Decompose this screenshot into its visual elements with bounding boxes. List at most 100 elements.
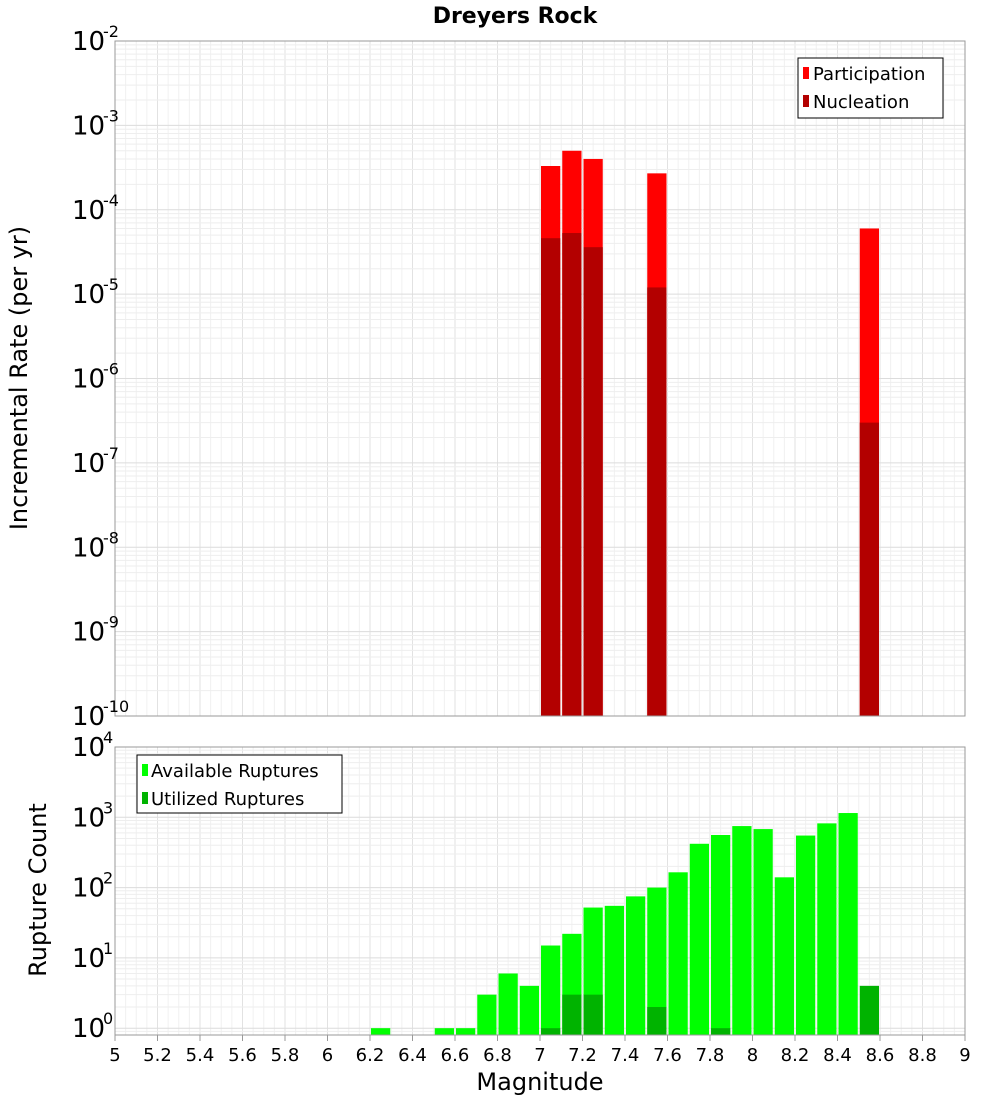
bottom-y-tick: 101 <box>72 939 113 974</box>
tick-exponent: -7 <box>103 444 119 463</box>
bottom-bar-b <box>541 1028 561 1035</box>
top-y-tick: 10-5 <box>72 275 119 310</box>
legend-swatch-available <box>142 764 148 776</box>
tick-exponent: -6 <box>103 360 119 379</box>
x-tick-label: 6.6 <box>441 1045 470 1066</box>
bottom-bar-b <box>859 985 879 1035</box>
top-bar-b <box>541 238 561 716</box>
tick-base: 10 <box>72 618 105 648</box>
top-bar-b <box>647 287 667 716</box>
x-tick-label: 8.8 <box>908 1045 937 1066</box>
bottom-y-axis-label: Rupture Count <box>24 803 52 977</box>
bottom-y-tick: 103 <box>72 798 113 833</box>
bottom-bar-a <box>434 1028 454 1035</box>
bottom-bar-a <box>711 834 731 1035</box>
bottom-bar-a <box>796 835 816 1035</box>
bottom-bar-a <box>604 905 624 1035</box>
top-y-tick: 10-7 <box>72 444 119 479</box>
top-y-tick: 10-3 <box>72 106 119 141</box>
tick-base: 10 <box>72 111 105 141</box>
x-tick-label: 5.2 <box>143 1045 172 1066</box>
x-tick-label: 8.6 <box>866 1045 895 1066</box>
x-tick-label: 7.4 <box>611 1045 640 1066</box>
bottom-bar-a <box>668 872 688 1035</box>
x-tick-label: 9 <box>959 1045 970 1066</box>
tick-exponent: -2 <box>103 22 119 41</box>
legend-label-participation: Participation <box>813 64 925 85</box>
tick-exponent: -10 <box>103 697 129 716</box>
x-tick-label: 5 <box>109 1045 120 1066</box>
legend-label-nucleation: Nucleation <box>813 92 909 113</box>
top-bar-b <box>562 233 582 716</box>
tick-exponent: 3 <box>103 798 113 817</box>
top-y-tick: 10-4 <box>72 191 119 226</box>
bottom-bar-a <box>626 896 646 1035</box>
bottom-bar-a <box>541 945 561 1035</box>
tick-exponent: -8 <box>103 528 119 547</box>
legend-label-utilized: Utilized Ruptures <box>151 789 304 810</box>
x-tick-label: 7.8 <box>696 1045 725 1066</box>
tick-exponent: -5 <box>103 275 119 294</box>
tick-base: 10 <box>72 803 105 833</box>
bottom-bar-b <box>711 1028 731 1035</box>
x-tick-label: 7 <box>534 1045 545 1066</box>
bottom-bar-a <box>371 1028 391 1035</box>
top-y-tick: 10-9 <box>72 613 119 648</box>
tick-base: 10 <box>72 874 105 904</box>
tick-base: 10 <box>72 733 105 763</box>
tick-base: 10 <box>72 27 105 57</box>
tick-base: 10 <box>72 533 105 563</box>
bottom-legend: Available Ruptures Utilized Ruptures <box>136 754 343 814</box>
top-y-axis-label: Incremental Rate (per yr) <box>5 226 33 530</box>
x-axis-label: Magnitude <box>476 1068 603 1096</box>
tick-base: 10 <box>72 365 105 395</box>
x-tick-label: 8.2 <box>781 1045 810 1066</box>
x-tick-label: 8.4 <box>823 1045 852 1066</box>
x-tick-label: 5.6 <box>228 1045 257 1066</box>
x-tick-label: 6.8 <box>483 1045 512 1066</box>
bottom-bar-a <box>519 985 539 1035</box>
top-y-tick: 10-8 <box>72 528 119 563</box>
x-tick-label: 6.4 <box>398 1045 427 1066</box>
top-bars <box>541 150 879 717</box>
legend-swatch-participation <box>803 67 809 79</box>
bottom-y-tick: 104 <box>72 728 113 763</box>
tick-base: 10 <box>72 702 105 732</box>
tick-exponent: 2 <box>103 869 113 888</box>
tick-base: 10 <box>72 196 105 226</box>
legend-label-available: Available Ruptures <box>151 761 319 782</box>
tick-exponent: -3 <box>103 106 119 125</box>
x-tick-label: 5.8 <box>271 1045 300 1066</box>
bottom-bar-b <box>562 994 582 1035</box>
bottom-bar-a <box>647 887 667 1035</box>
bottom-bar-a <box>774 877 794 1035</box>
tick-exponent: 4 <box>103 728 113 747</box>
bottom-bar-b <box>647 1007 667 1035</box>
bottom-y-tick: 100 <box>72 1009 113 1044</box>
x-tick-label: 6 <box>322 1045 333 1066</box>
tick-exponent: -4 <box>103 191 119 210</box>
top-y-tick: 10-2 <box>72 22 119 57</box>
bottom-bar-a <box>838 813 858 1035</box>
bottom-bar-a <box>456 1028 476 1035</box>
x-tick-label: 8 <box>747 1045 758 1066</box>
bottom-bar-b <box>583 994 603 1035</box>
top-grid <box>115 41 965 716</box>
tick-base: 10 <box>72 944 105 974</box>
x-tick-label: 7.6 <box>653 1045 682 1066</box>
bottom-bar-a <box>498 973 518 1035</box>
tick-base: 10 <box>72 280 105 310</box>
top-legend: Participation Nucleation <box>797 57 944 119</box>
tick-base: 10 <box>72 1014 105 1044</box>
bottom-bars <box>371 813 879 1035</box>
top-bar-b <box>859 422 879 716</box>
tick-exponent: 0 <box>103 1009 113 1028</box>
x-tick-label: 7.2 <box>568 1045 597 1066</box>
bottom-bar-a <box>732 826 752 1035</box>
top-y-tick: 10-6 <box>72 360 119 395</box>
top-bar-b <box>583 247 603 716</box>
